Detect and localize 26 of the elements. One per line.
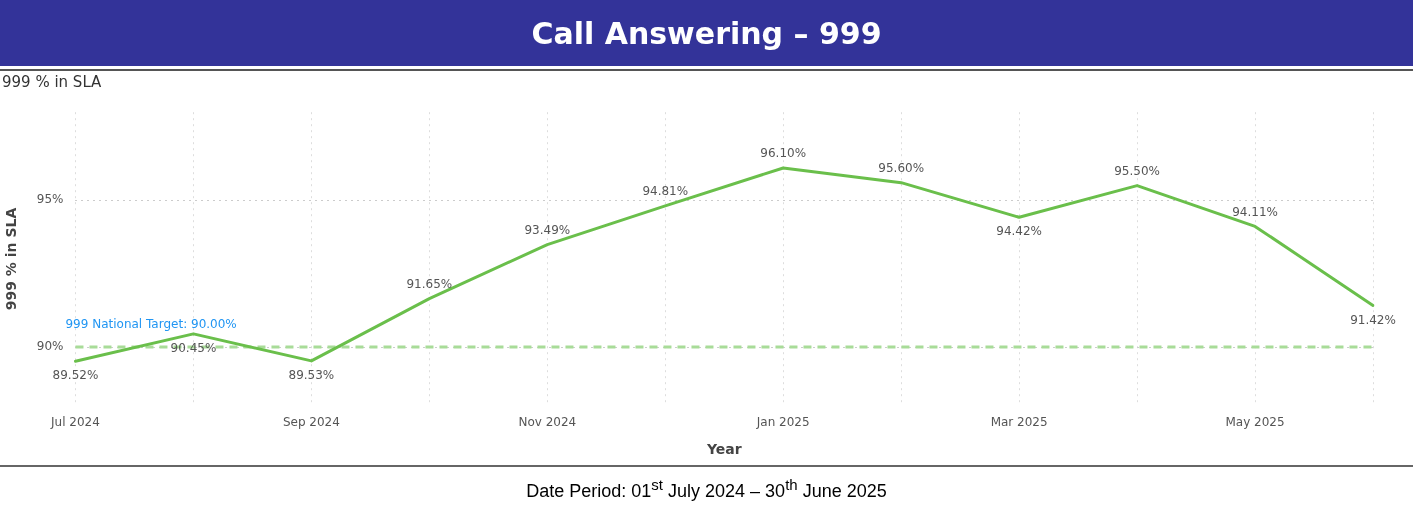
x-tick-label: Mar 2025 <box>990 415 1048 430</box>
data-label: 95.50% <box>1114 163 1160 178</box>
x-tick-label: Jan 2025 <box>755 415 810 430</box>
x-tick-label: Sep 2024 <box>282 415 340 430</box>
chart-subtitle: 999 % in SLA <box>1 72 103 93</box>
data-label: 94.11% <box>1232 204 1278 219</box>
x-tick-label: Nov 2024 <box>518 415 577 430</box>
chart-title: Call Answering – 999 <box>0 0 1413 69</box>
data-label: 89.53% <box>288 368 335 382</box>
data-label: 95.60% <box>878 160 925 175</box>
x-tick-label: Jul 2024 <box>50 415 100 430</box>
data-label: 90.45% <box>170 340 217 355</box>
data-label: 94.81% <box>642 183 689 198</box>
data-label: 94.42% <box>996 224 1043 239</box>
y-tick-label: 95% <box>36 192 64 207</box>
x-axis-title: Year <box>705 441 742 458</box>
y-axis-title: 999 % in SLA <box>3 207 20 311</box>
data-label: 96.10% <box>760 146 807 161</box>
data-label: 91.65% <box>406 276 453 291</box>
data-label: 93.49% <box>524 222 571 237</box>
data-label: 89.52% <box>52 368 99 383</box>
x-tick-label: May 2025 <box>1225 415 1285 430</box>
text: Date Period: 01$^{st}$ July 2024 – 30$^{th}$ June 2025 <box>525 475 888 503</box>
ref-line-label: 999 National Target: 90.00% <box>65 317 237 332</box>
data-label: 91.42% <box>1350 312 1396 327</box>
y-tick-label: 90% <box>36 339 64 354</box>
